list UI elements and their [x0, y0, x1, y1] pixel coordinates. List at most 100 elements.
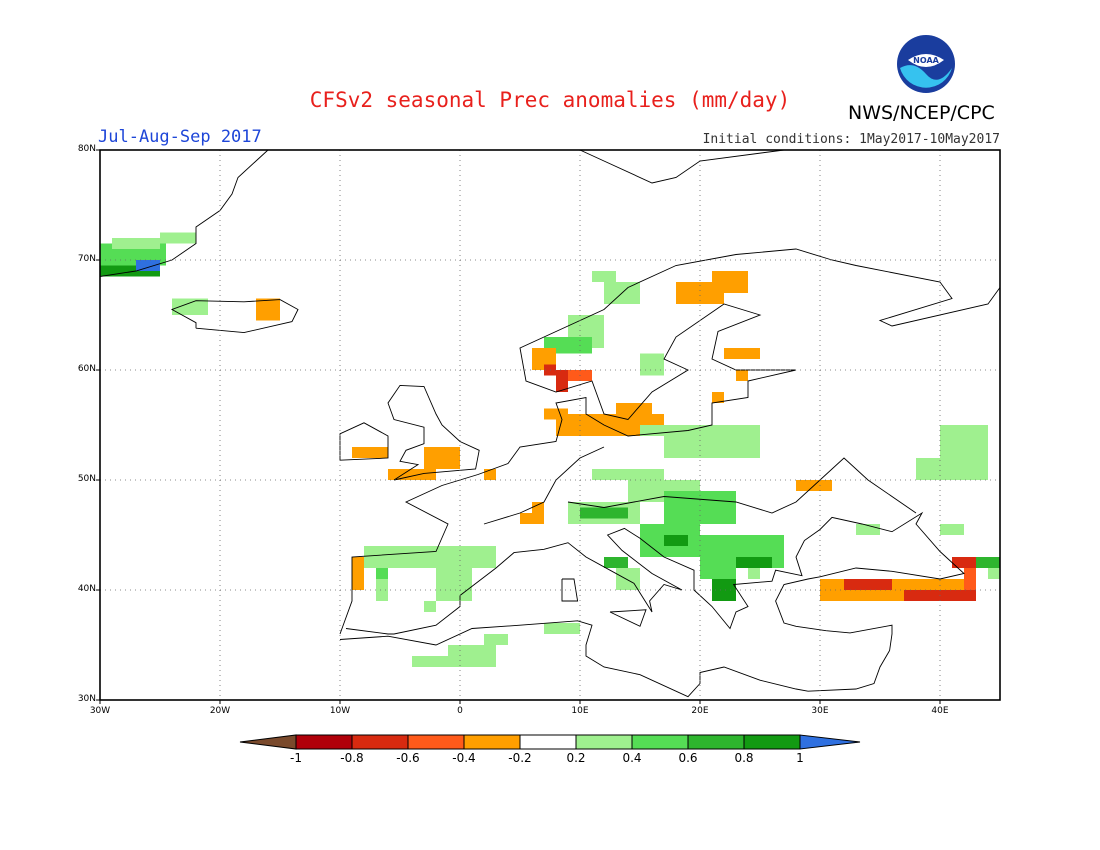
anomaly-cell — [736, 557, 772, 568]
anomaly-cell — [364, 546, 496, 568]
coastline — [609, 609, 647, 627]
coastline — [339, 422, 389, 461]
colorbar-segment — [631, 734, 689, 750]
coastline — [579, 149, 785, 184]
noaa-logo-icon: NOAA — [897, 35, 955, 93]
anomaly-cell — [544, 408, 568, 420]
colorbar-segment — [687, 734, 745, 750]
anomaly-cell — [352, 557, 364, 590]
agency-label: NWS/NCEP/CPC — [848, 102, 995, 124]
anomaly-cell — [520, 513, 544, 524]
anomaly-cell — [952, 557, 976, 568]
anomaly-cell — [376, 568, 388, 579]
anomaly-cell — [976, 557, 1000, 568]
colorbar-segment — [351, 734, 409, 750]
coastline — [339, 620, 809, 698]
colorbar-label: -0.4 — [452, 751, 476, 765]
anomaly-cell — [556, 414, 664, 436]
anomaly-cell — [112, 238, 160, 249]
anomaly-cell — [952, 425, 988, 436]
colorbar-segment — [407, 734, 465, 750]
anomaly-cell — [484, 469, 496, 480]
anomaly-cell — [544, 623, 580, 634]
coastline — [387, 384, 480, 481]
anomaly-cell — [556, 370, 568, 392]
lat-tick-label: 30N — [77, 694, 96, 704]
anomaly-cell — [664, 491, 736, 524]
anomaly-cell — [988, 568, 1000, 579]
lon-tick-label: 20E — [691, 706, 709, 716]
anomaly-cell — [412, 656, 448, 667]
anomaly-cell — [616, 568, 640, 590]
colorbar-label: -0.6 — [396, 751, 420, 765]
lat-tick-label: 60N — [77, 364, 96, 374]
anomaly-cell — [592, 271, 616, 282]
colorbar-label: -0.2 — [508, 751, 532, 765]
coastline — [170, 299, 299, 334]
lon-tick-label: 30E — [811, 706, 829, 716]
coastline — [99, 149, 269, 277]
lat-tick-label: 40N — [77, 584, 96, 594]
anomaly-cell — [424, 447, 460, 469]
anomaly-cell — [712, 392, 724, 403]
colorbar-label: 0.4 — [622, 751, 642, 765]
anomaly-cell — [844, 579, 892, 590]
lat-tick-label: 80N — [77, 144, 96, 154]
anomaly-cell — [436, 568, 472, 601]
colorbar-label: 1 — [796, 751, 804, 765]
anomaly-cell — [172, 298, 208, 315]
anomaly-cell — [712, 271, 748, 293]
map-frame — [99, 149, 1001, 701]
lon-tick-label: 40E — [931, 706, 949, 716]
lon-tick-label: 10W — [329, 706, 351, 716]
anomaly-cell — [664, 535, 688, 546]
anomaly-cell — [592, 469, 664, 480]
colorbar-segment — [295, 734, 353, 750]
anomaly-cell — [604, 557, 628, 568]
lon-tick-label: 30W — [89, 706, 111, 716]
lat-tick-label: 70N — [77, 254, 96, 264]
lon-tick-label: 0 — [457, 706, 463, 716]
coastline — [345, 511, 965, 692]
anomaly-cell — [256, 298, 280, 321]
initial-conditions-label: Initial conditions: 1May2017-10May2017 — [702, 132, 1000, 147]
colorbar-segment — [519, 734, 577, 750]
colorbar-label: 0.6 — [678, 751, 698, 765]
anomaly-cell — [424, 601, 436, 612]
coastline — [561, 578, 579, 602]
colorbar-label: -1 — [290, 751, 302, 765]
colorbar-segment — [575, 734, 633, 750]
lat-tick-label: 50N — [77, 474, 96, 484]
anomaly-cell — [388, 469, 436, 480]
anomaly-cell — [712, 579, 736, 601]
anomaly-cell — [484, 634, 508, 645]
colorbar-label: 0.8 — [734, 751, 754, 765]
lon-tick-label: 20W — [209, 706, 231, 716]
coastline — [567, 457, 917, 514]
anomaly-cell — [700, 557, 736, 579]
anomaly-cell — [160, 232, 196, 244]
colorbar-segment — [743, 734, 801, 750]
anomaly-cell — [448, 645, 496, 667]
anomaly-cell — [136, 260, 160, 271]
anomaly-cell — [580, 507, 628, 519]
anomaly-cell — [748, 568, 760, 579]
anomaly-cell — [724, 348, 760, 359]
anomaly-cell — [964, 568, 976, 590]
colorbar-label: 0.2 — [566, 751, 586, 765]
coastline — [483, 446, 605, 525]
anomaly-cell — [916, 458, 988, 480]
anomaly-cell — [532, 502, 544, 513]
anomaly-cell — [616, 403, 652, 414]
lon-tick-label: 10E — [571, 706, 589, 716]
anomaly-cell — [940, 524, 964, 535]
anomaly-cell — [376, 579, 388, 601]
page-title: CFSv2 seasonal Prec anomalies (mm/day) — [309, 88, 791, 112]
anomaly-cell — [352, 447, 388, 458]
anomaly-cell — [640, 353, 664, 376]
anomaly-cell — [100, 265, 160, 277]
anomaly-cell — [724, 425, 760, 436]
colorbar-label: -0.8 — [340, 751, 364, 765]
coastline — [339, 248, 1001, 635]
